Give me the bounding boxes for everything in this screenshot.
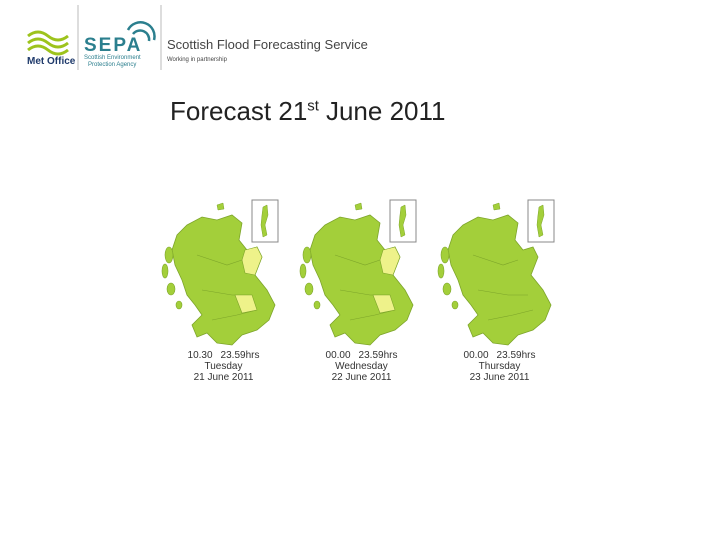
sepa-sub: Scottish Environment xyxy=(84,55,141,61)
slide-title: Forecast 21st June 2011 xyxy=(170,96,445,127)
caption-text: 21 June 2011 xyxy=(193,372,254,383)
map-caption: 00.00 23.59hrs Thursday 23 June 2011 xyxy=(431,350,568,383)
caption-line: 10.30 23.59hrs xyxy=(155,350,292,361)
title-text: Forecast 21 xyxy=(170,96,308,126)
island xyxy=(313,300,321,310)
caption-line: Tuesday xyxy=(155,361,292,372)
island xyxy=(304,282,314,296)
caption-text: 22 June 2011 xyxy=(331,372,392,383)
caption-line: 00.00 23.59hrs xyxy=(293,350,430,361)
caption-text: 10.30 xyxy=(187,350,213,361)
header-logos: Met Office SEPA Scottish Environment Pro… xyxy=(27,5,368,70)
map-caption: 00.00 23.59hrs Wednesday 22 June 2011 xyxy=(293,350,430,383)
island xyxy=(175,300,183,310)
island xyxy=(299,263,307,279)
title-text: June 2011 xyxy=(325,96,446,126)
region-border xyxy=(472,254,534,321)
alert-region xyxy=(234,294,258,314)
caption-line: 22 June 2011 xyxy=(293,372,430,383)
met-office-logo xyxy=(27,30,69,56)
caption-text: 23.59hrs xyxy=(220,350,260,361)
caption-line: 21 June 2011 xyxy=(155,372,292,383)
map xyxy=(437,199,555,346)
mainland xyxy=(447,214,552,346)
caption-text: 00.00 xyxy=(463,350,489,361)
island xyxy=(437,263,445,279)
orkney xyxy=(354,202,363,211)
alert-region xyxy=(241,246,263,276)
caption-line: Thursday xyxy=(431,361,568,372)
forecast-maps xyxy=(161,199,555,346)
island xyxy=(442,282,452,296)
shetland xyxy=(536,204,545,238)
caption-text: Thursday xyxy=(478,361,521,372)
caption-text: 23.59hrs xyxy=(496,350,536,361)
island xyxy=(302,246,312,264)
caption-text: Tuesday xyxy=(204,361,243,372)
caption-text: Wednesday xyxy=(335,361,388,372)
caption-text: 23.59hrs xyxy=(358,350,398,361)
map xyxy=(161,199,279,346)
shetland xyxy=(398,204,407,238)
island xyxy=(164,246,174,264)
caption-text: 23 June 2011 xyxy=(469,372,530,383)
mainland xyxy=(309,214,414,346)
sepa-arc xyxy=(126,21,156,42)
island xyxy=(166,282,176,296)
alert-region xyxy=(372,294,396,314)
island xyxy=(161,263,169,279)
caption-text: 00.00 xyxy=(325,350,351,361)
tagline: Working in partnership xyxy=(167,57,228,63)
map-caption: 10.30 23.59hrs Tuesday 21 June 2011 xyxy=(155,350,292,383)
island xyxy=(440,246,450,264)
map xyxy=(299,199,417,346)
island xyxy=(451,300,459,310)
shetland xyxy=(260,204,269,238)
sepa-sub: Protection Agency xyxy=(88,62,136,68)
mainland xyxy=(171,214,276,346)
caption-line: 00.00 23.59hrs xyxy=(431,350,568,361)
alert-region xyxy=(379,246,401,276)
sepa-text: SEPA xyxy=(84,35,142,56)
caption-line: Wednesday xyxy=(293,361,430,372)
orkney xyxy=(492,202,501,211)
orkney xyxy=(216,202,225,211)
title-superscript: st xyxy=(307,97,319,115)
caption-line: 23 June 2011 xyxy=(431,372,568,383)
service-name: Scottish Flood Forecasting Service xyxy=(167,37,368,52)
met-office-text: Met Office xyxy=(27,56,76,67)
